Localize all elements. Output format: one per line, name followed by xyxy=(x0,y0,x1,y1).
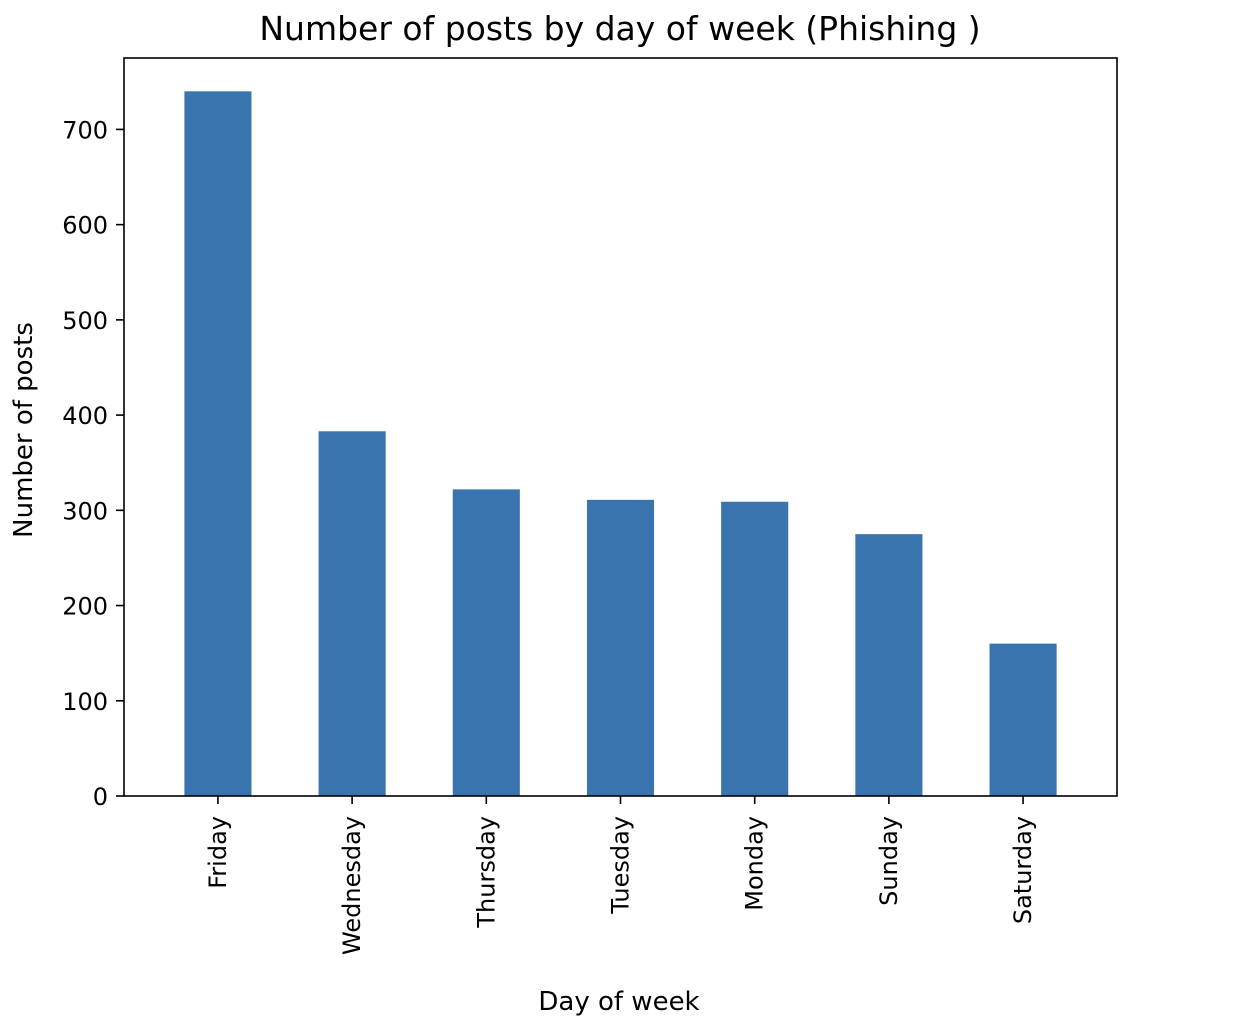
y-tick-label: 500 xyxy=(62,307,108,335)
x-tick-label: Tuesday xyxy=(607,816,635,915)
y-tick-label: 100 xyxy=(62,688,108,716)
y-tick-label: 400 xyxy=(62,402,108,430)
y-axis-ticks: 0 100 200 300 400 500 600 700 xyxy=(62,116,124,811)
x-tick-label: Wednesday xyxy=(338,816,366,955)
bar-friday xyxy=(184,91,252,796)
chart-title: Number of posts by day of week (Phishing… xyxy=(259,9,980,48)
bar-saturday xyxy=(989,643,1057,796)
y-tick-label: 200 xyxy=(62,593,108,621)
x-tick-label: Thursday xyxy=(472,816,500,929)
y-tick-label: 0 xyxy=(93,783,108,811)
y-tick-label: 600 xyxy=(62,212,108,240)
y-tick-label: 300 xyxy=(62,497,108,525)
bar-wednesday xyxy=(318,431,386,796)
plot-frame xyxy=(123,57,1118,797)
bar-monday xyxy=(721,501,789,796)
bars-group xyxy=(184,91,1057,796)
x-tick-label: Monday xyxy=(741,816,769,911)
bar-tuesday xyxy=(586,499,655,796)
x-tick-label: Friday xyxy=(204,816,232,889)
bar-sunday xyxy=(855,534,923,796)
y-tick-label: 700 xyxy=(62,116,108,144)
x-tick-label: Sunday xyxy=(875,816,903,906)
x-axis-label: Day of week xyxy=(538,987,699,1017)
x-axis-ticks: Friday Wednesday Thursday Tuesday Monday Sund… xyxy=(204,796,1037,955)
y-axis-label: Number of posts xyxy=(9,322,39,538)
x-tick-label: Saturday xyxy=(1009,816,1037,924)
bar-thursday xyxy=(452,489,520,796)
